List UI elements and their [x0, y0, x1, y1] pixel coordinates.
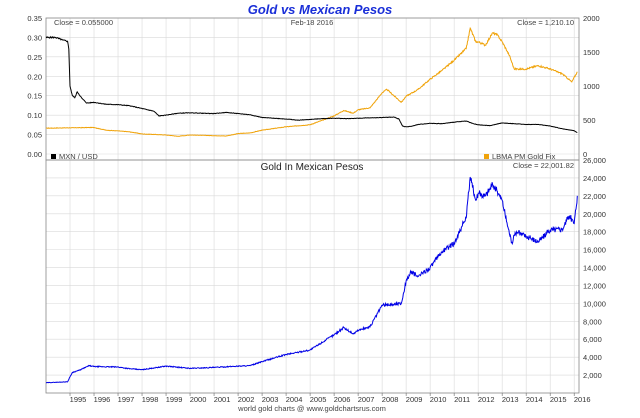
top-right-tick-label: 1500 [583, 48, 600, 57]
x-tick-label: 2016 [574, 395, 591, 404]
mxn-usd-line [45, 35, 578, 134]
top-header-left: Close = 0.055000 [54, 18, 113, 27]
bottom-right-tick-label: 24,000 [583, 174, 606, 183]
x-tick-label: 2010 [430, 395, 447, 404]
bottom-right-tick-label: 8,000 [583, 317, 602, 326]
top-left-tick-label: 0.00 [27, 150, 42, 159]
bottom-right-tick-label: 20,000 [583, 210, 606, 219]
x-tick-label: 2000 [190, 395, 207, 404]
x-tick-label: 2006 [334, 395, 351, 404]
legend-gold-label: LBMA PM Gold Fix [492, 152, 556, 161]
top-right-tick-label: 2000 [583, 14, 600, 23]
bottom-right-tick-label: 10,000 [583, 299, 606, 308]
x-tick-label: 2004 [286, 395, 303, 404]
x-tick-label: 2011 [454, 395, 470, 404]
bottom-series-group [46, 176, 578, 384]
bottom-panel-title: Gold In Mexican Pesos [261, 162, 364, 173]
bottom-header-right: Close = 22,001.82 [513, 161, 574, 170]
x-tick-label: 2014 [526, 395, 543, 404]
top-series-group [45, 26, 578, 137]
bottom-right-tick-label: 2,000 [583, 371, 602, 380]
x-tick-label: 2009 [406, 395, 423, 404]
top-left-tick-label: 0.05 [27, 131, 42, 140]
legend-mxn-swatch [51, 154, 56, 159]
x-tick-label: 2003 [262, 395, 279, 404]
bottom-right-tick-label: 4,000 [583, 353, 602, 362]
x-tick-label: 1998 [142, 395, 159, 404]
legend-gold-swatch [484, 154, 489, 159]
x-axis: 1995 1996 1997 1998 1999 2000 2001 2002 2003 2004… [70, 393, 591, 404]
top-left-tick-label: 0.20 [27, 72, 42, 81]
bottom-right-axis: 2,000 4,000 6,000 8,000 10,000 12,000 14,000 16… [583, 156, 606, 380]
bottom-panel-gridlines [46, 159, 579, 393]
top-header-center: Feb-18 2016 [291, 18, 334, 27]
bottom-right-tick-label: 12,000 [583, 281, 606, 290]
legend-mxn-label: MXN / USD [59, 152, 98, 161]
top-header-right: Close = 1,210.10 [517, 18, 574, 27]
bottom-right-tick-label: 26,000 [583, 156, 606, 165]
x-tick-label: 1999 [166, 395, 183, 404]
x-tick-label: 2015 [550, 395, 567, 404]
x-tick-label: 2013 [502, 395, 519, 404]
bottom-right-tick-label: 22,000 [583, 192, 606, 201]
top-left-tick-label: 0.35 [27, 14, 42, 23]
top-left-tick-label: 0.30 [27, 33, 42, 42]
x-tick-label: 1995 [70, 395, 87, 404]
gold-usd-line [45, 26, 578, 137]
bottom-right-tick-label: 16,000 [583, 246, 606, 255]
x-tick-label: 2007 [358, 395, 375, 404]
bottom-right-tick-label: 18,000 [583, 228, 606, 237]
x-tick-label: 2005 [310, 395, 327, 404]
bottom-panel-frame [45, 159, 580, 394]
chart-footer: world gold charts @ www.goldchartsrus.co… [237, 404, 386, 413]
top-left-axis: 0.00 0.05 0.10 0.15 0.20 0.25 0.30 0.35 [27, 14, 42, 159]
x-tick-label: 1997 [118, 395, 135, 404]
chart-title: Gold vs Mexican Pesos [248, 2, 393, 17]
bottom-right-tick-label: 14,000 [583, 264, 606, 273]
x-tick-label: 2002 [238, 395, 255, 404]
gold-mxn-line [46, 176, 578, 384]
bottom-right-tick-label: 6,000 [583, 335, 602, 344]
top-panel-frame [45, 17, 580, 161]
x-tick-label: 1996 [94, 395, 111, 404]
top-right-tick-label: 0 [583, 150, 587, 159]
top-right-tick-label: 500 [583, 116, 596, 125]
top-left-tick-label: 0.10 [27, 111, 42, 120]
top-left-tick-label: 0.15 [27, 92, 42, 101]
top-right-axis: 0 500 1000 1500 2000 [583, 14, 600, 159]
x-tick-label: 2012 [478, 395, 495, 404]
top-panel-gridlines [46, 17, 579, 160]
x-tick-label: 2001 [214, 395, 231, 404]
top-right-tick-label: 1000 [583, 82, 600, 91]
top-left-tick-label: 0.25 [27, 53, 42, 62]
x-tick-label: 2008 [382, 395, 399, 404]
